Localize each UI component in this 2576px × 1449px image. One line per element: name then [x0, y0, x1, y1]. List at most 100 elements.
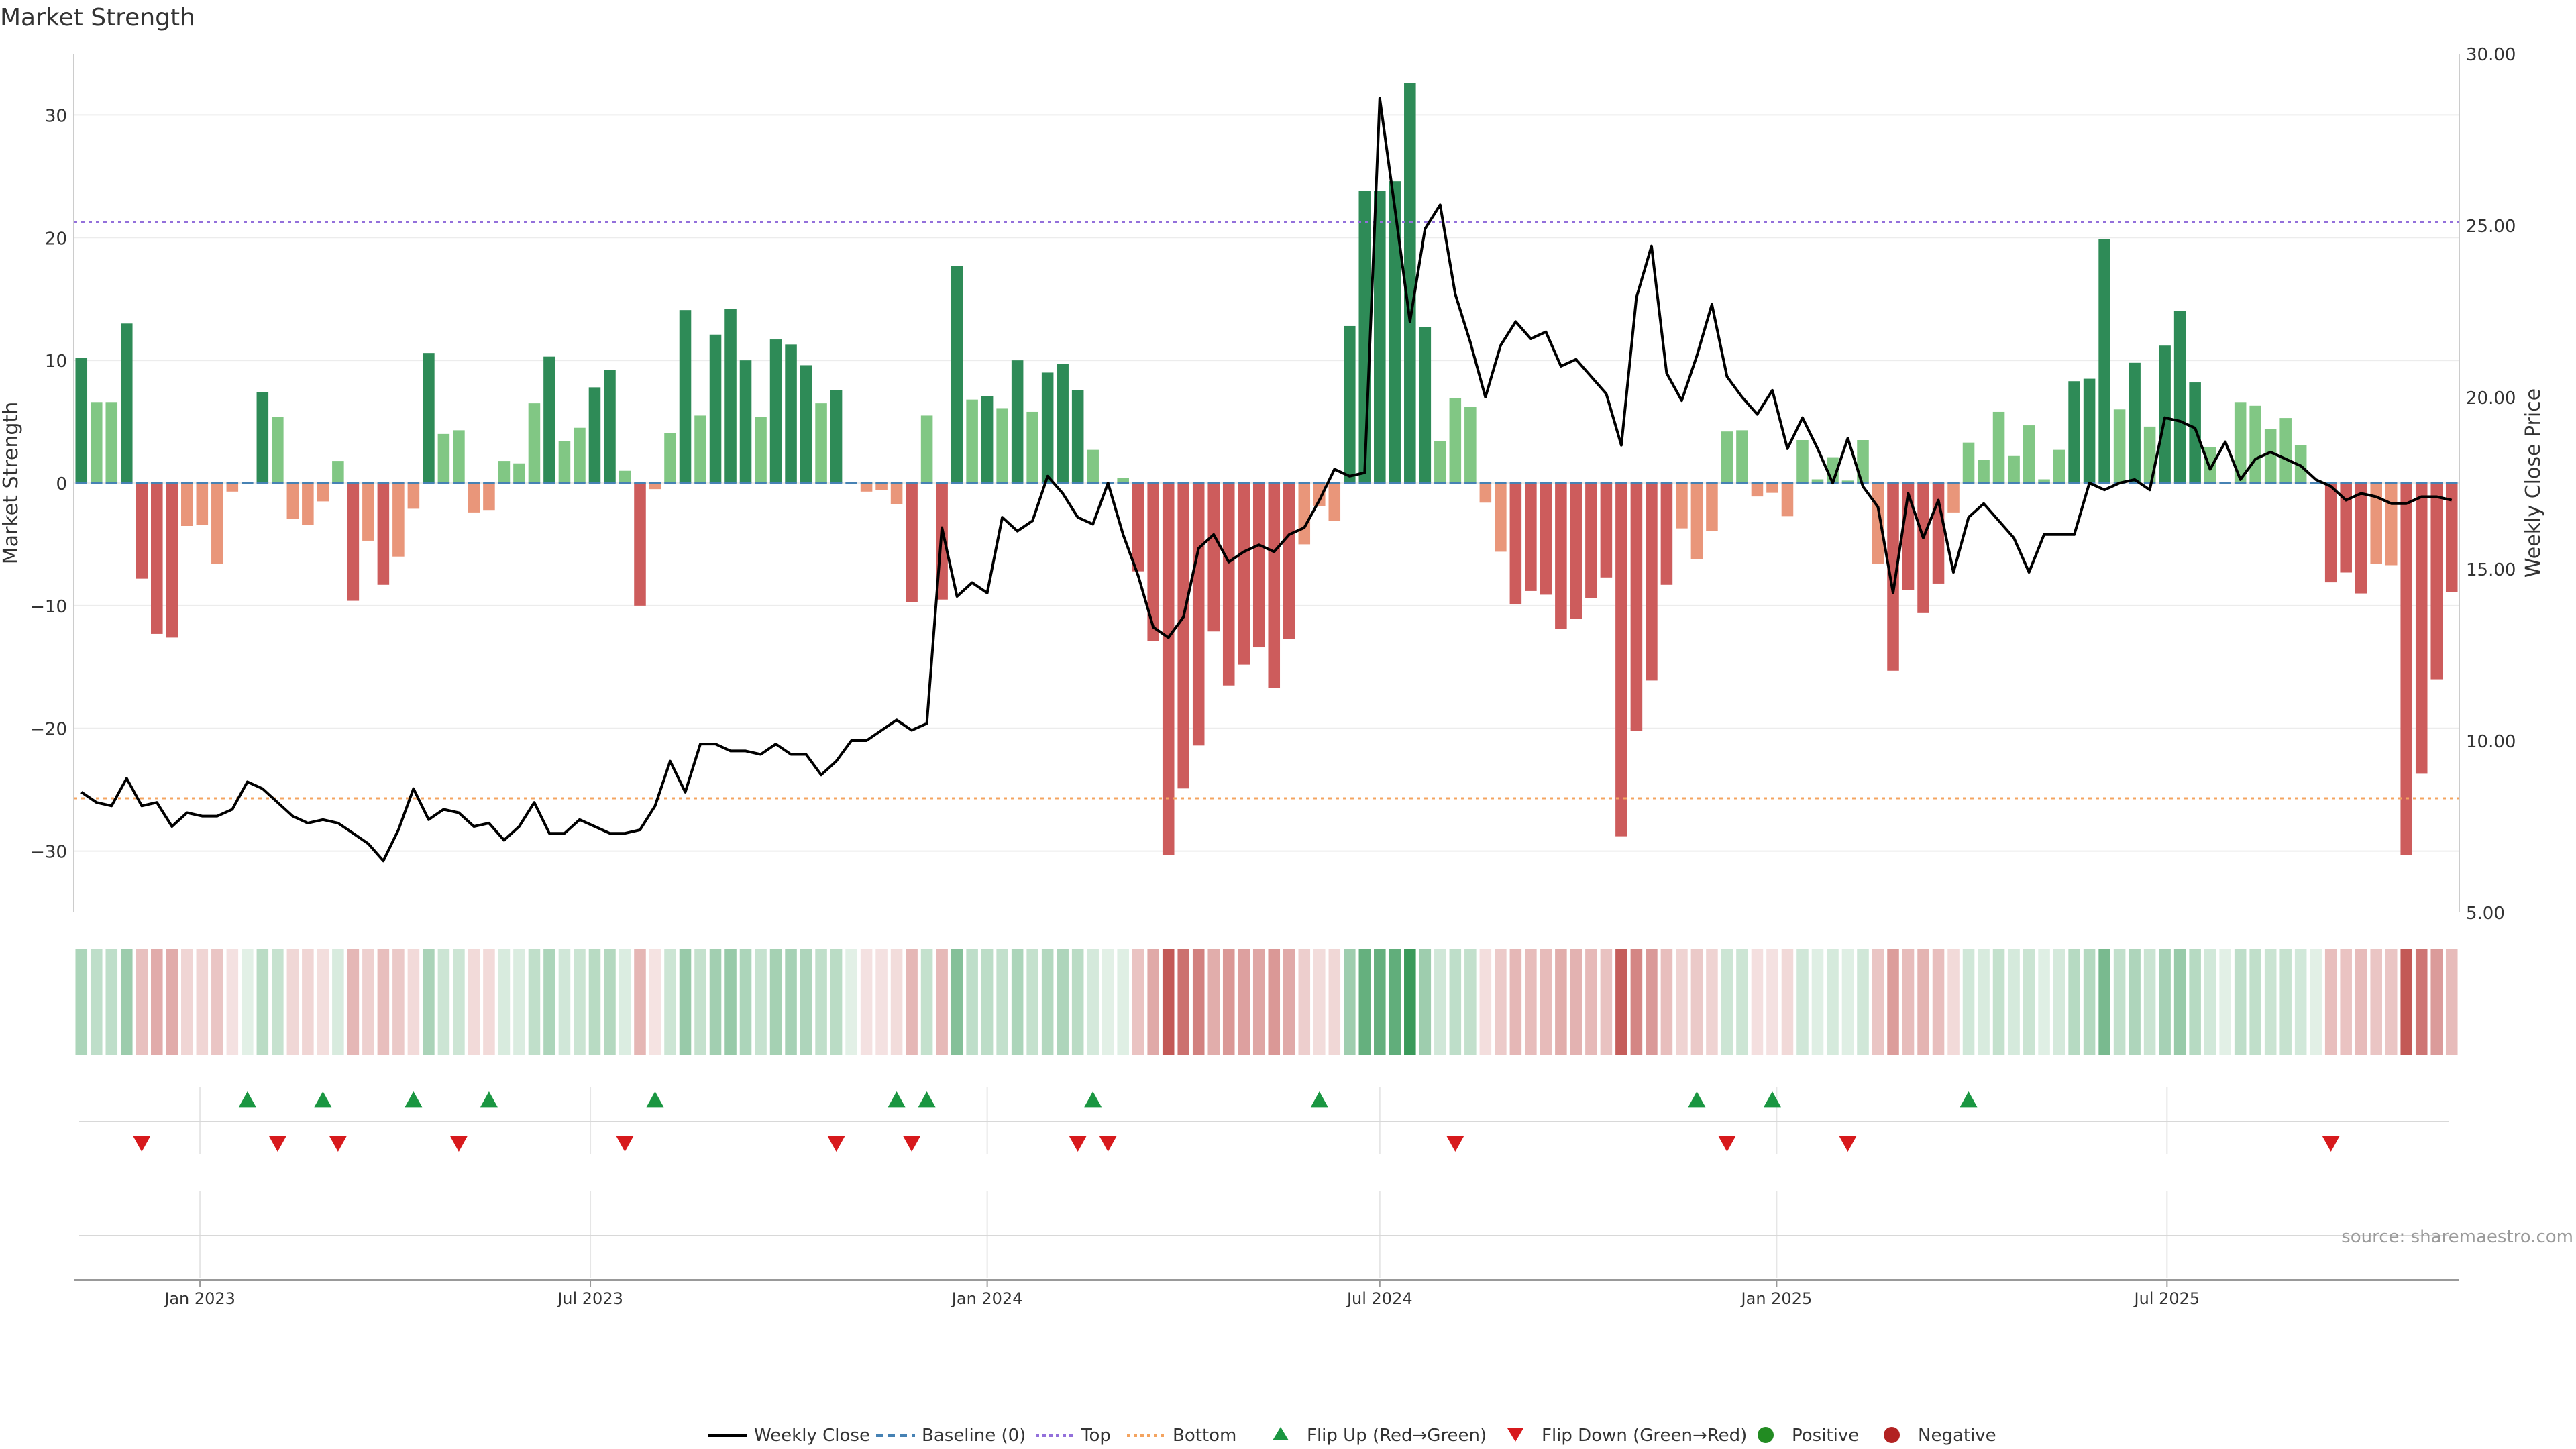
strength-bar	[1781, 483, 1794, 517]
flip-up-marker	[646, 1091, 664, 1108]
strength-bar	[1358, 191, 1371, 483]
strength-bar	[453, 430, 465, 483]
heat-cell	[2234, 949, 2247, 1055]
strength-bar	[860, 483, 873, 492]
heat-cell	[1646, 949, 1658, 1055]
strength-bar	[2234, 402, 2247, 483]
strength-bar	[2294, 445, 2307, 483]
strength-bar	[407, 483, 420, 509]
heat-cell	[664, 949, 676, 1055]
strength-bar	[483, 483, 495, 511]
heat-cell	[2098, 949, 2110, 1055]
heat-cell	[1374, 949, 1386, 1055]
flip-down-marker	[827, 1136, 845, 1152]
strength-bar	[1404, 83, 1416, 483]
heat-cell	[2174, 949, 2186, 1055]
legend-label: Bottom	[1173, 1426, 1236, 1446]
heat-cell	[1162, 949, 1175, 1055]
strength-bar	[1449, 398, 1462, 483]
strength-bar	[2113, 409, 2126, 483]
strength-bar	[105, 402, 118, 483]
heat-cell	[1917, 949, 1929, 1055]
strength-bar	[800, 365, 812, 483]
heat-cell	[2264, 949, 2277, 1055]
heat-cell	[2068, 949, 2080, 1055]
strength-bar	[830, 390, 843, 483]
heat-cell	[1358, 949, 1371, 1055]
heat-cell	[1540, 949, 1552, 1055]
heat-cell	[1841, 949, 1854, 1055]
strength-bar	[166, 483, 178, 638]
y-tick-label: −20	[30, 720, 67, 740]
strength-bar	[1509, 483, 1522, 605]
strength-bar	[1087, 449, 1099, 483]
heat-cell	[920, 949, 933, 1055]
heat-cell	[2129, 949, 2141, 1055]
heat-cell	[1932, 949, 1945, 1055]
heat-cell	[513, 949, 525, 1055]
flip-up-marker	[1084, 1091, 1102, 1108]
heat-cell	[785, 949, 797, 1055]
heat-cell	[1525, 949, 1537, 1055]
heat-cell	[1389, 949, 1401, 1055]
strength-bar	[302, 483, 314, 525]
strength-bar	[1887, 483, 1899, 671]
strength-bar	[604, 370, 616, 483]
strength-bar	[1252, 483, 1265, 648]
heat-cell	[2294, 949, 2307, 1055]
heat-cell	[739, 949, 752, 1055]
strength-bar	[1026, 411, 1038, 483]
strength-bar	[2324, 483, 2337, 583]
strength-bar	[2355, 483, 2367, 594]
heat-cell	[1328, 949, 1341, 1055]
y-axis-label: Market Strength	[0, 402, 23, 564]
x-tick-label: Jul 2023	[556, 1289, 623, 1308]
strength-bar	[1177, 483, 1189, 789]
heat-cell	[2189, 949, 2201, 1055]
heat-cell	[574, 949, 586, 1055]
strength-bar	[2053, 449, 2065, 483]
heat-cell	[407, 949, 420, 1055]
strength-bar	[136, 483, 148, 579]
heat-cell	[906, 949, 918, 1055]
strength-bar	[1525, 483, 1537, 591]
heat-cell	[1041, 949, 1054, 1055]
strength-bar	[2445, 483, 2458, 592]
flip-markers	[133, 1091, 2340, 1152]
strength-bar	[1117, 478, 1129, 483]
heat-cell	[755, 949, 767, 1055]
heat-cell	[498, 949, 511, 1055]
y-tick-label: 20	[45, 229, 67, 249]
heat-cell	[1268, 949, 1281, 1055]
y-tick-label: 30	[45, 106, 67, 126]
heat-cell	[2053, 949, 2065, 1055]
strength-bar	[724, 309, 737, 483]
strength-bar	[2038, 479, 2050, 483]
heat-cell	[1947, 949, 1960, 1055]
strength-bar	[2008, 455, 2020, 483]
heat-cell	[105, 949, 118, 1055]
heat-cell	[2430, 949, 2443, 1055]
strength-bar	[981, 396, 994, 483]
strength-bar	[679, 310, 692, 483]
reference-lines	[74, 221, 2459, 800]
heat-cell	[1449, 949, 1462, 1055]
flip-down-marker	[268, 1136, 286, 1152]
heat-cell	[1238, 949, 1250, 1055]
heat-cell	[332, 949, 344, 1055]
heat-cell	[1690, 949, 1703, 1055]
heat-cell	[588, 949, 601, 1055]
heat-cell	[2340, 949, 2352, 1055]
strength-bar	[1132, 483, 1144, 572]
strength-bar	[1222, 483, 1235, 686]
heat-cell	[1464, 949, 1477, 1055]
heat-cell	[437, 949, 450, 1055]
strength-bar	[1464, 407, 1477, 483]
heat-cell	[75, 949, 88, 1055]
legend: Weekly Close Baseline (0) Top Bottom Flip Up…	[708, 1426, 1996, 1446]
x-tick-label: Jan 2023	[163, 1289, 235, 1308]
legend-label: Baseline (0)	[922, 1426, 1026, 1446]
strength-bar	[1298, 483, 1311, 545]
legend-label: Weekly Close	[754, 1426, 870, 1446]
strength-bar	[906, 483, 918, 602]
